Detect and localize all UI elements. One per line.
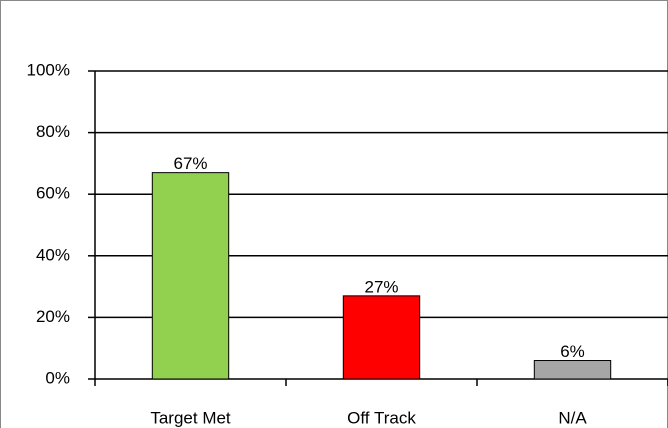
bar xyxy=(533,360,612,380)
y-tick-label: 20% xyxy=(36,307,70,326)
x-tick-label: Target Met xyxy=(150,408,231,427)
y-tick-label: 60% xyxy=(36,184,70,203)
y-tick-label: 0% xyxy=(45,368,70,387)
bar xyxy=(151,172,230,380)
bar xyxy=(342,295,421,380)
data-label: 27% xyxy=(364,277,398,296)
x-tick-label: N/A xyxy=(558,408,587,427)
y-tick-label: 80% xyxy=(36,122,70,141)
x-tick-label: Off Track xyxy=(347,408,416,427)
data-label: 6% xyxy=(560,342,585,361)
y-tick-label: 40% xyxy=(36,245,70,264)
y-tick-label: 100% xyxy=(27,60,70,79)
data-label: 67% xyxy=(173,154,207,173)
